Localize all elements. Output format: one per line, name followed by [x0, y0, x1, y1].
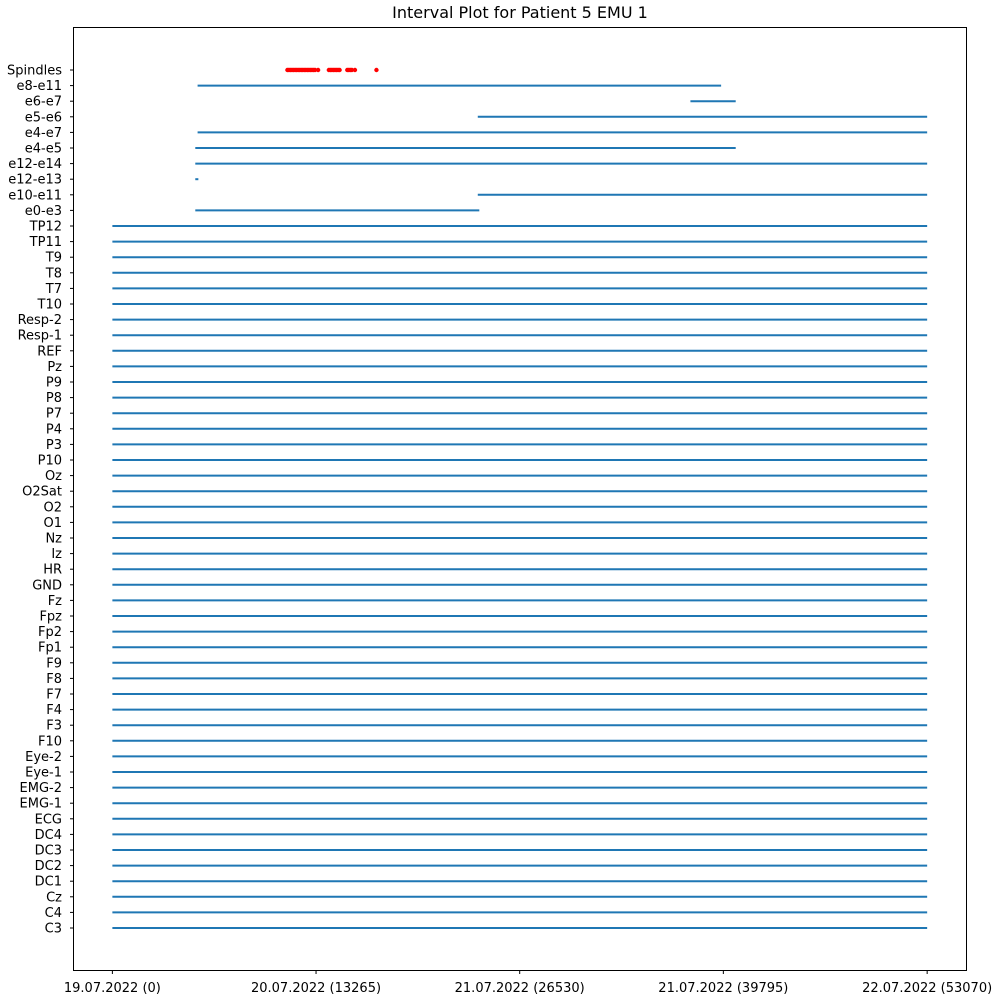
y-tick-label-tp12: TP12	[29, 220, 62, 235]
chart-marks	[112, 67, 928, 929]
y-tick-label-eye-1: Eye-1	[25, 766, 62, 781]
y-tick-label-f7: F7	[46, 688, 62, 703]
y-tick-label-t10: T10	[37, 298, 62, 313]
y-tick-label-t8: T8	[45, 266, 62, 281]
y-tick-label-iz: Iz	[51, 547, 62, 562]
spindle-point-27	[337, 67, 342, 73]
y-tick-label-pz: Pz	[47, 360, 62, 375]
x-tick-label-3: 21.07.2022 (39795)	[658, 981, 788, 996]
y-tick-label-c3: C3	[45, 922, 62, 937]
spindle-point-32	[352, 67, 358, 73]
y-tick-label-dc4: DC4	[35, 828, 62, 843]
y-tick-label-ref: REF	[37, 344, 62, 359]
y-tick-label-e5-e6: e5-e6	[25, 110, 62, 125]
y-tick-label-e8-e11: e8-e11	[17, 79, 63, 94]
y-tick-label-o2: O2	[43, 500, 62, 515]
y-tick-label-f10: F10	[38, 734, 62, 749]
spindle-point-31	[349, 67, 355, 73]
spindle-point-19	[315, 67, 321, 73]
y-tick-label-e6-e7: e6-e7	[25, 95, 62, 110]
y-tick-label-hr: HR	[43, 563, 62, 578]
y-tick-label-e12-e13: e12-e13	[8, 173, 62, 188]
y-tick-label-p3: P3	[46, 438, 62, 453]
y-tick-label-dc2: DC2	[35, 859, 62, 874]
y-tick-label-e4-e7: e4-e7	[25, 126, 62, 141]
y-tick-label-t7: T7	[45, 282, 62, 297]
y-tick-label-spindles: Spindles	[7, 64, 62, 79]
y-tick-label-resp-2: Resp-2	[18, 313, 62, 328]
y-tick-label-oz: Oz	[45, 469, 62, 484]
x-tick-label-1: 20.07.2022 (13265)	[251, 981, 381, 996]
y-tick-label-tp11: TP11	[29, 235, 62, 250]
y-tick-label-f3: F3	[46, 719, 62, 734]
y-tick-label-e10-e11: e10-e11	[8, 188, 62, 203]
y-tick-label-gnd: GND	[32, 578, 62, 593]
y-tick-label-resp-1: Resp-1	[18, 329, 62, 344]
y-tick-label-e0-e3: e0-e3	[25, 204, 62, 219]
y-tick-label-emg-2: EMG-2	[20, 781, 62, 796]
chart-title: Interval Plot for Patient 5 EMU 1	[392, 3, 648, 22]
y-tick-label-o2sat: O2Sat	[22, 485, 62, 500]
y-tick-label-e12-e14: e12-e14	[8, 157, 62, 172]
y-tick-label-e4-e5: e4-e5	[25, 142, 62, 157]
y-tick-label-f8: F8	[46, 672, 62, 687]
x-axis: 19.07.2022 (0) 20.07.2022 (13265) 21.07.20…	[64, 970, 992, 996]
y-tick-label-dc1: DC1	[35, 875, 62, 890]
y-tick-label-f4: F4	[46, 703, 62, 718]
y-tick-label-fp1: Fp1	[38, 641, 62, 656]
y-tick-label-fz: Fz	[48, 594, 62, 609]
y-tick-label-p4: P4	[46, 422, 62, 437]
y-tick-label-p7: P7	[46, 407, 62, 422]
x-tick-label-4: 22.07.2022 (53070)	[862, 981, 992, 996]
spindle-point-33	[374, 67, 379, 73]
spindle-point-18	[312, 67, 318, 73]
y-tick-label-ecg: ECG	[35, 812, 62, 827]
y-tick-label-fp2: Fp2	[38, 625, 62, 640]
y-axis: Spindlese8-e11e6-e7e5-e6e4-e7e4-e5e12-e1…	[7, 64, 74, 937]
y-tick-label-p9: P9	[46, 376, 62, 391]
y-tick-label-fpz: Fpz	[39, 610, 62, 625]
y-tick-label-p8: P8	[46, 391, 62, 406]
y-tick-label-nz: Nz	[45, 532, 62, 547]
y-tick-label-eye-2: Eye-2	[25, 750, 62, 765]
y-tick-label-cz: Cz	[46, 890, 62, 905]
y-tick-label-f9: F9	[46, 656, 62, 671]
y-tick-label-o1: O1	[43, 516, 62, 531]
x-tick-label-2: 21.07.2022 (26530)	[455, 981, 585, 996]
y-tick-label-emg-1: EMG-1	[20, 797, 62, 812]
y-tick-label-t9: T9	[45, 251, 62, 266]
y-tick-label-dc3: DC3	[35, 844, 62, 859]
x-tick-label-0: 19.07.2022 (0)	[64, 981, 161, 996]
y-tick-label-p10: P10	[38, 454, 62, 469]
y-tick-label-c4: C4	[45, 906, 62, 921]
